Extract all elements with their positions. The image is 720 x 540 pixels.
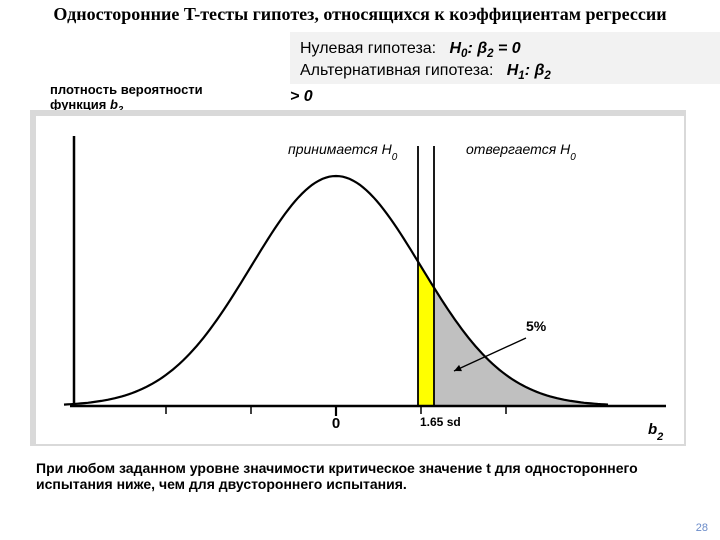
accept-label: принимается H0 (288, 141, 398, 163)
alt-hypothesis: Альтернативная гипотеза: H1: β2 (300, 62, 720, 82)
alt-sym: H (507, 62, 519, 79)
zero-label: 0 (332, 415, 340, 432)
crit-label: 1.65 sd (420, 415, 461, 429)
ylabel-line1: плотность вероятности (50, 82, 203, 97)
alt-label: Альтернативная гипотеза: (300, 62, 493, 79)
alt-body-sub: 2 (544, 70, 550, 82)
shade-grey (434, 288, 608, 406)
x-axis-label: b2 (648, 421, 663, 443)
null-tail: = 0 (494, 40, 521, 57)
chart-panel: 0 1.65 sd b2 принимается H0 отвергается H0 5% (36, 116, 684, 444)
hypothesis-box: Нулевая гипотеза: H0: β2 = 0 Альтернатив… (290, 32, 720, 84)
alt-body: : β (525, 62, 545, 79)
alt-tail: > 0 (290, 88, 313, 106)
caption: При любом заданном уровне значимости кри… (36, 460, 684, 492)
reject-label: отвергается H0 (466, 141, 576, 163)
page-number: 28 (696, 522, 708, 534)
distribution-chart: 0 1.65 sd b2 принимается H0 отвергается H0 5% (36, 116, 684, 444)
null-label: Нулевая гипотеза: (300, 40, 436, 57)
null-hypothesis: Нулевая гипотеза: H0: β2 = 0 (300, 40, 720, 60)
page-title: Односторонние T-тесты гипотез, относящих… (0, 4, 720, 25)
null-body: : β (467, 40, 487, 57)
five-pct-label: 5% (526, 318, 547, 334)
null-sym: H (449, 40, 461, 57)
bell-curve (64, 176, 608, 405)
